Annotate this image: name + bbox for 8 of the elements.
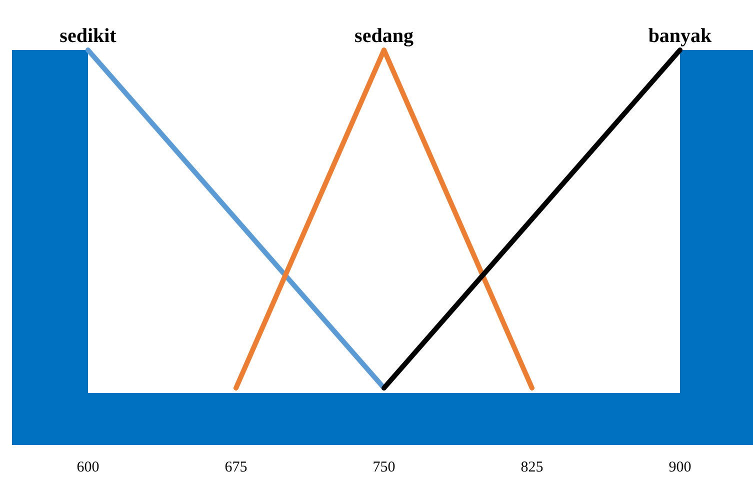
x-tick-label: 825 bbox=[520, 460, 544, 476]
series-label: sedikit bbox=[60, 25, 117, 47]
x-tick-label: 900 bbox=[668, 460, 692, 476]
x-tick-label: 600 bbox=[76, 460, 100, 476]
series-label: sedang bbox=[354, 25, 414, 47]
x-tick-label: 750 bbox=[372, 460, 396, 476]
x-tick-label: 675 bbox=[224, 460, 248, 476]
series-label: banyak bbox=[648, 25, 713, 47]
